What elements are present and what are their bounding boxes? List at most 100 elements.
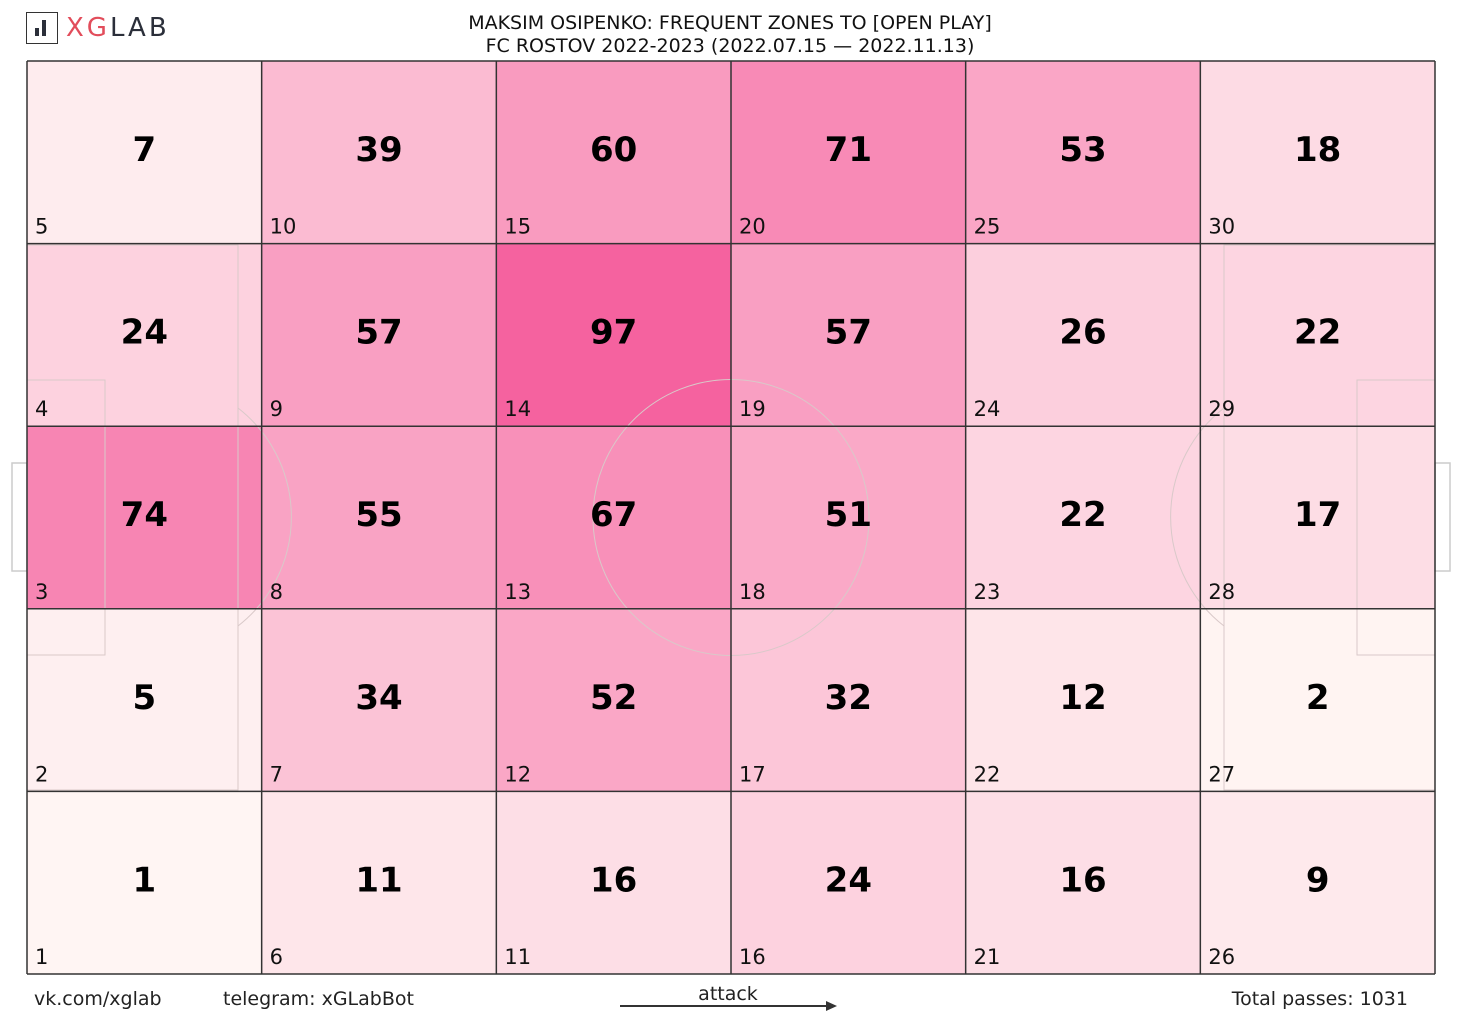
zone-cell: [965, 61, 1201, 244]
zone-value-label: 53: [1059, 130, 1106, 170]
zone-value-label: 24: [121, 313, 168, 353]
zone-number-label: 14: [504, 397, 531, 421]
zone-number-label: 17: [739, 762, 766, 786]
zone-cell: [1200, 426, 1435, 609]
zone-cell: [261, 608, 497, 792]
logo-text: XGLAB: [66, 13, 170, 43]
zone-value-label: 16: [1059, 860, 1106, 900]
zone-cell: [965, 243, 1201, 427]
zone-cell: [731, 243, 966, 427]
zone-cell: [1200, 608, 1435, 792]
zone-number-label: 19: [739, 397, 766, 421]
zone-value-label: 2: [1306, 678, 1330, 718]
zone-value-label: 24: [825, 860, 872, 900]
zone-value-label: 18: [1294, 130, 1341, 170]
zone-value-label: 5: [132, 678, 156, 718]
zone-value-label: 57: [825, 313, 872, 353]
zone-cell: [965, 608, 1201, 792]
zone-number-label: 4: [35, 397, 48, 421]
zone-value-label: 39: [355, 130, 402, 170]
zone-value-label: 7: [132, 130, 156, 170]
zone-cell: [27, 608, 262, 792]
zone-cell: [496, 608, 731, 792]
zone-cell: [496, 61, 731, 244]
attack-label: attack: [698, 983, 758, 1005]
zone-number-label: 22: [974, 762, 1001, 786]
zone-number-label: 28: [1208, 580, 1235, 604]
zone-number-label: 13: [504, 580, 531, 604]
zone-number-label: 15: [504, 215, 531, 239]
pitch-penalty-arc-left: [237, 407, 292, 627]
pitch-penalty-arc-right: [1170, 407, 1225, 627]
zone-number-label: 27: [1208, 762, 1235, 786]
zone-cell: [731, 426, 966, 609]
zone-number-label: 21: [974, 945, 1001, 969]
zone-cell: [965, 426, 1201, 609]
pitch-goal-left: [11, 462, 28, 572]
zone-value-label: 57: [355, 313, 402, 353]
zone-number-label: 20: [739, 215, 766, 239]
zone-cell: [496, 426, 731, 609]
zone-value-label: 52: [590, 678, 637, 718]
zone-number-label: 6: [270, 945, 283, 969]
chart-title-line2: FC ROSTOV 2022-2023 (2022.07.15 — 2022.1…: [485, 35, 975, 57]
zone-cell: [27, 791, 262, 974]
zone-cell: [731, 608, 966, 792]
zone-number-label: 16: [739, 945, 766, 969]
zone-cell: [1200, 61, 1435, 244]
zone-cell: [1200, 243, 1435, 427]
zone-number-label: 30: [1208, 215, 1235, 239]
zone-value-label: 60: [590, 130, 637, 170]
xglab-logo: XGLAB: [26, 10, 170, 46]
zone-cell: [261, 426, 497, 609]
zone-number-label: 12: [504, 762, 531, 786]
zone-value-label: 34: [355, 678, 402, 718]
zone-cell: [261, 791, 497, 974]
zone-number-label: 10: [270, 215, 297, 239]
chart-title-line1: MAKSIM OSIPENKO: FREQUENT ZONES TO [OPEN…: [468, 12, 992, 34]
zone-value-label: 22: [1294, 313, 1341, 353]
zone-value-label: 32: [825, 678, 872, 718]
zone-value-label: 51: [825, 495, 872, 535]
zone-number-label: 23: [974, 580, 1001, 604]
zone-number-label: 26: [1208, 945, 1235, 969]
zone-number-label: 3: [35, 580, 48, 604]
zone-cell: [27, 61, 262, 244]
zone-value-label: 26: [1059, 313, 1106, 353]
zone-value-label: 55: [355, 495, 402, 535]
zone-cell: [27, 243, 262, 427]
footer-vk: vk.com/xglab: [34, 988, 162, 1010]
footer-telegram: telegram: xGLabBot: [223, 988, 414, 1010]
zone-cell: [1200, 791, 1435, 974]
zone-value-label: 12: [1059, 678, 1106, 718]
logo-text-lab: LAB: [109, 13, 170, 43]
zone-cell: [261, 61, 497, 244]
zone-value-label: 97: [590, 313, 637, 353]
zone-number-label: 7: [270, 762, 283, 786]
zone-number-label: 25: [974, 215, 1001, 239]
zone-value-label: 74: [121, 495, 168, 535]
zone-number-label: 11: [504, 945, 531, 969]
zone-number-label: 18: [739, 580, 766, 604]
bar-chart-icon: [26, 12, 58, 44]
zone-value-label: 71: [825, 130, 872, 170]
zone-cell: [731, 791, 966, 974]
pitch-goal-right: [1434, 462, 1451, 572]
zone-value-label: 16: [590, 860, 637, 900]
zone-number-label: 1: [35, 945, 48, 969]
zone-value-label: 67: [590, 495, 637, 535]
zone-value-label: 11: [355, 860, 402, 900]
zone-number-label: 8: [270, 580, 283, 604]
zone-number-label: 24: [974, 397, 1001, 421]
zone-value-label: 1: [132, 860, 156, 900]
zone-cell: [965, 791, 1201, 974]
zone-cell: [731, 61, 966, 244]
attack-arrow-head: [826, 1001, 837, 1011]
zone-cell: [496, 791, 731, 974]
zone-value-label: 17: [1294, 495, 1341, 535]
zone-value-label: 22: [1059, 495, 1106, 535]
zone-cell: [261, 243, 497, 427]
zone-value-label: 9: [1306, 860, 1330, 900]
logo-text-xg: XG: [66, 13, 110, 43]
